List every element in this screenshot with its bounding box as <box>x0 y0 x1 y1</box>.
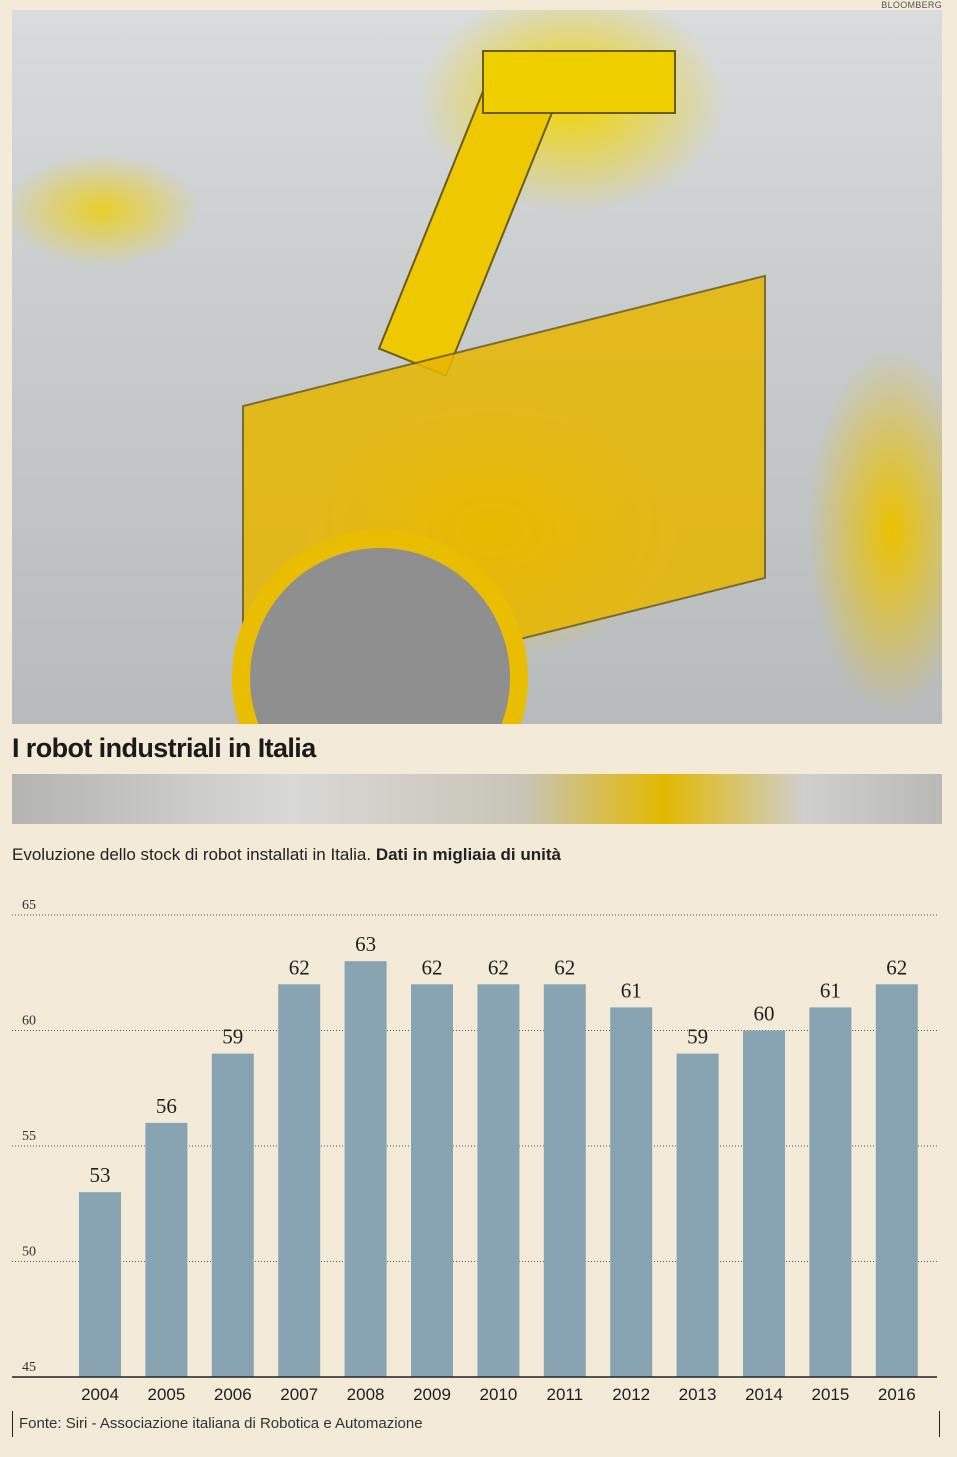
data-label: 53 <box>90 1163 111 1187</box>
x-tick-label: 2006 <box>214 1385 252 1404</box>
y-tick-label: 65 <box>22 898 36 913</box>
data-label: 62 <box>289 955 310 979</box>
y-tick-label: 55 <box>22 1129 36 1144</box>
data-label: 60 <box>754 1002 775 1026</box>
x-tick-label: 2007 <box>280 1385 318 1404</box>
bar <box>278 984 321 1377</box>
chart-subtitle: Evoluzione dello stock di robot installa… <box>12 845 561 865</box>
data-label: 62 <box>886 955 907 979</box>
x-tick-label: 2016 <box>878 1385 916 1404</box>
bar <box>743 1030 785 1377</box>
data-label: 59 <box>687 1025 708 1049</box>
x-tick-label: 2012 <box>612 1385 650 1404</box>
photo-credit: BLOOMBERG <box>881 0 942 10</box>
subtitle-text: Evoluzione dello stock di robot installa… <box>12 845 372 864</box>
bar <box>411 984 453 1377</box>
x-tick-label: 2014 <box>745 1385 783 1404</box>
subtitle-unit: Dati in migliaia di unità <box>375 845 561 864</box>
data-label: 62 <box>422 955 443 979</box>
data-label: 59 <box>222 1025 243 1049</box>
bar <box>809 1007 852 1377</box>
header-photo <box>12 10 942 724</box>
y-tick-label: 45 <box>22 1360 36 1375</box>
bar <box>610 1007 653 1377</box>
bar-chart: 45 50 55 60 65 53 2004 56 2005 59 2006 62 2007 63 2008… <box>12 898 937 1404</box>
bar <box>875 984 918 1377</box>
y-tick-label: 50 <box>22 1245 36 1260</box>
photo-strip <box>12 774 942 824</box>
robot-arm-shape <box>482 50 676 114</box>
x-tick-label: 2009 <box>413 1385 451 1404</box>
x-tick-label: 2011 <box>547 1385 584 1404</box>
data-label: 62 <box>488 955 509 979</box>
data-label: 61 <box>820 978 841 1002</box>
bar <box>145 1122 188 1377</box>
x-tick-label: 2010 <box>479 1385 517 1404</box>
x-tick-label: 2004 <box>81 1385 119 1404</box>
chart-title: I robot industriali in Italia <box>12 733 316 763</box>
bar <box>477 984 520 1377</box>
bar <box>211 1053 254 1377</box>
data-label: 63 <box>355 932 376 956</box>
x-tick-label: 2005 <box>147 1385 185 1404</box>
bar <box>676 1053 719 1377</box>
source-note: Fonte: Siri - Associazione italiana di R… <box>12 1411 940 1437</box>
data-label: 61 <box>621 978 642 1002</box>
data-label: 56 <box>156 1094 177 1118</box>
x-tick-label: 2015 <box>811 1385 849 1404</box>
y-tick-label: 60 <box>22 1014 36 1029</box>
bar <box>79 1192 121 1377</box>
x-tick-label: 2008 <box>347 1385 385 1404</box>
bar <box>543 984 586 1377</box>
bar <box>344 961 387 1377</box>
x-tick-label: 2013 <box>679 1385 717 1404</box>
data-label: 62 <box>554 955 575 979</box>
